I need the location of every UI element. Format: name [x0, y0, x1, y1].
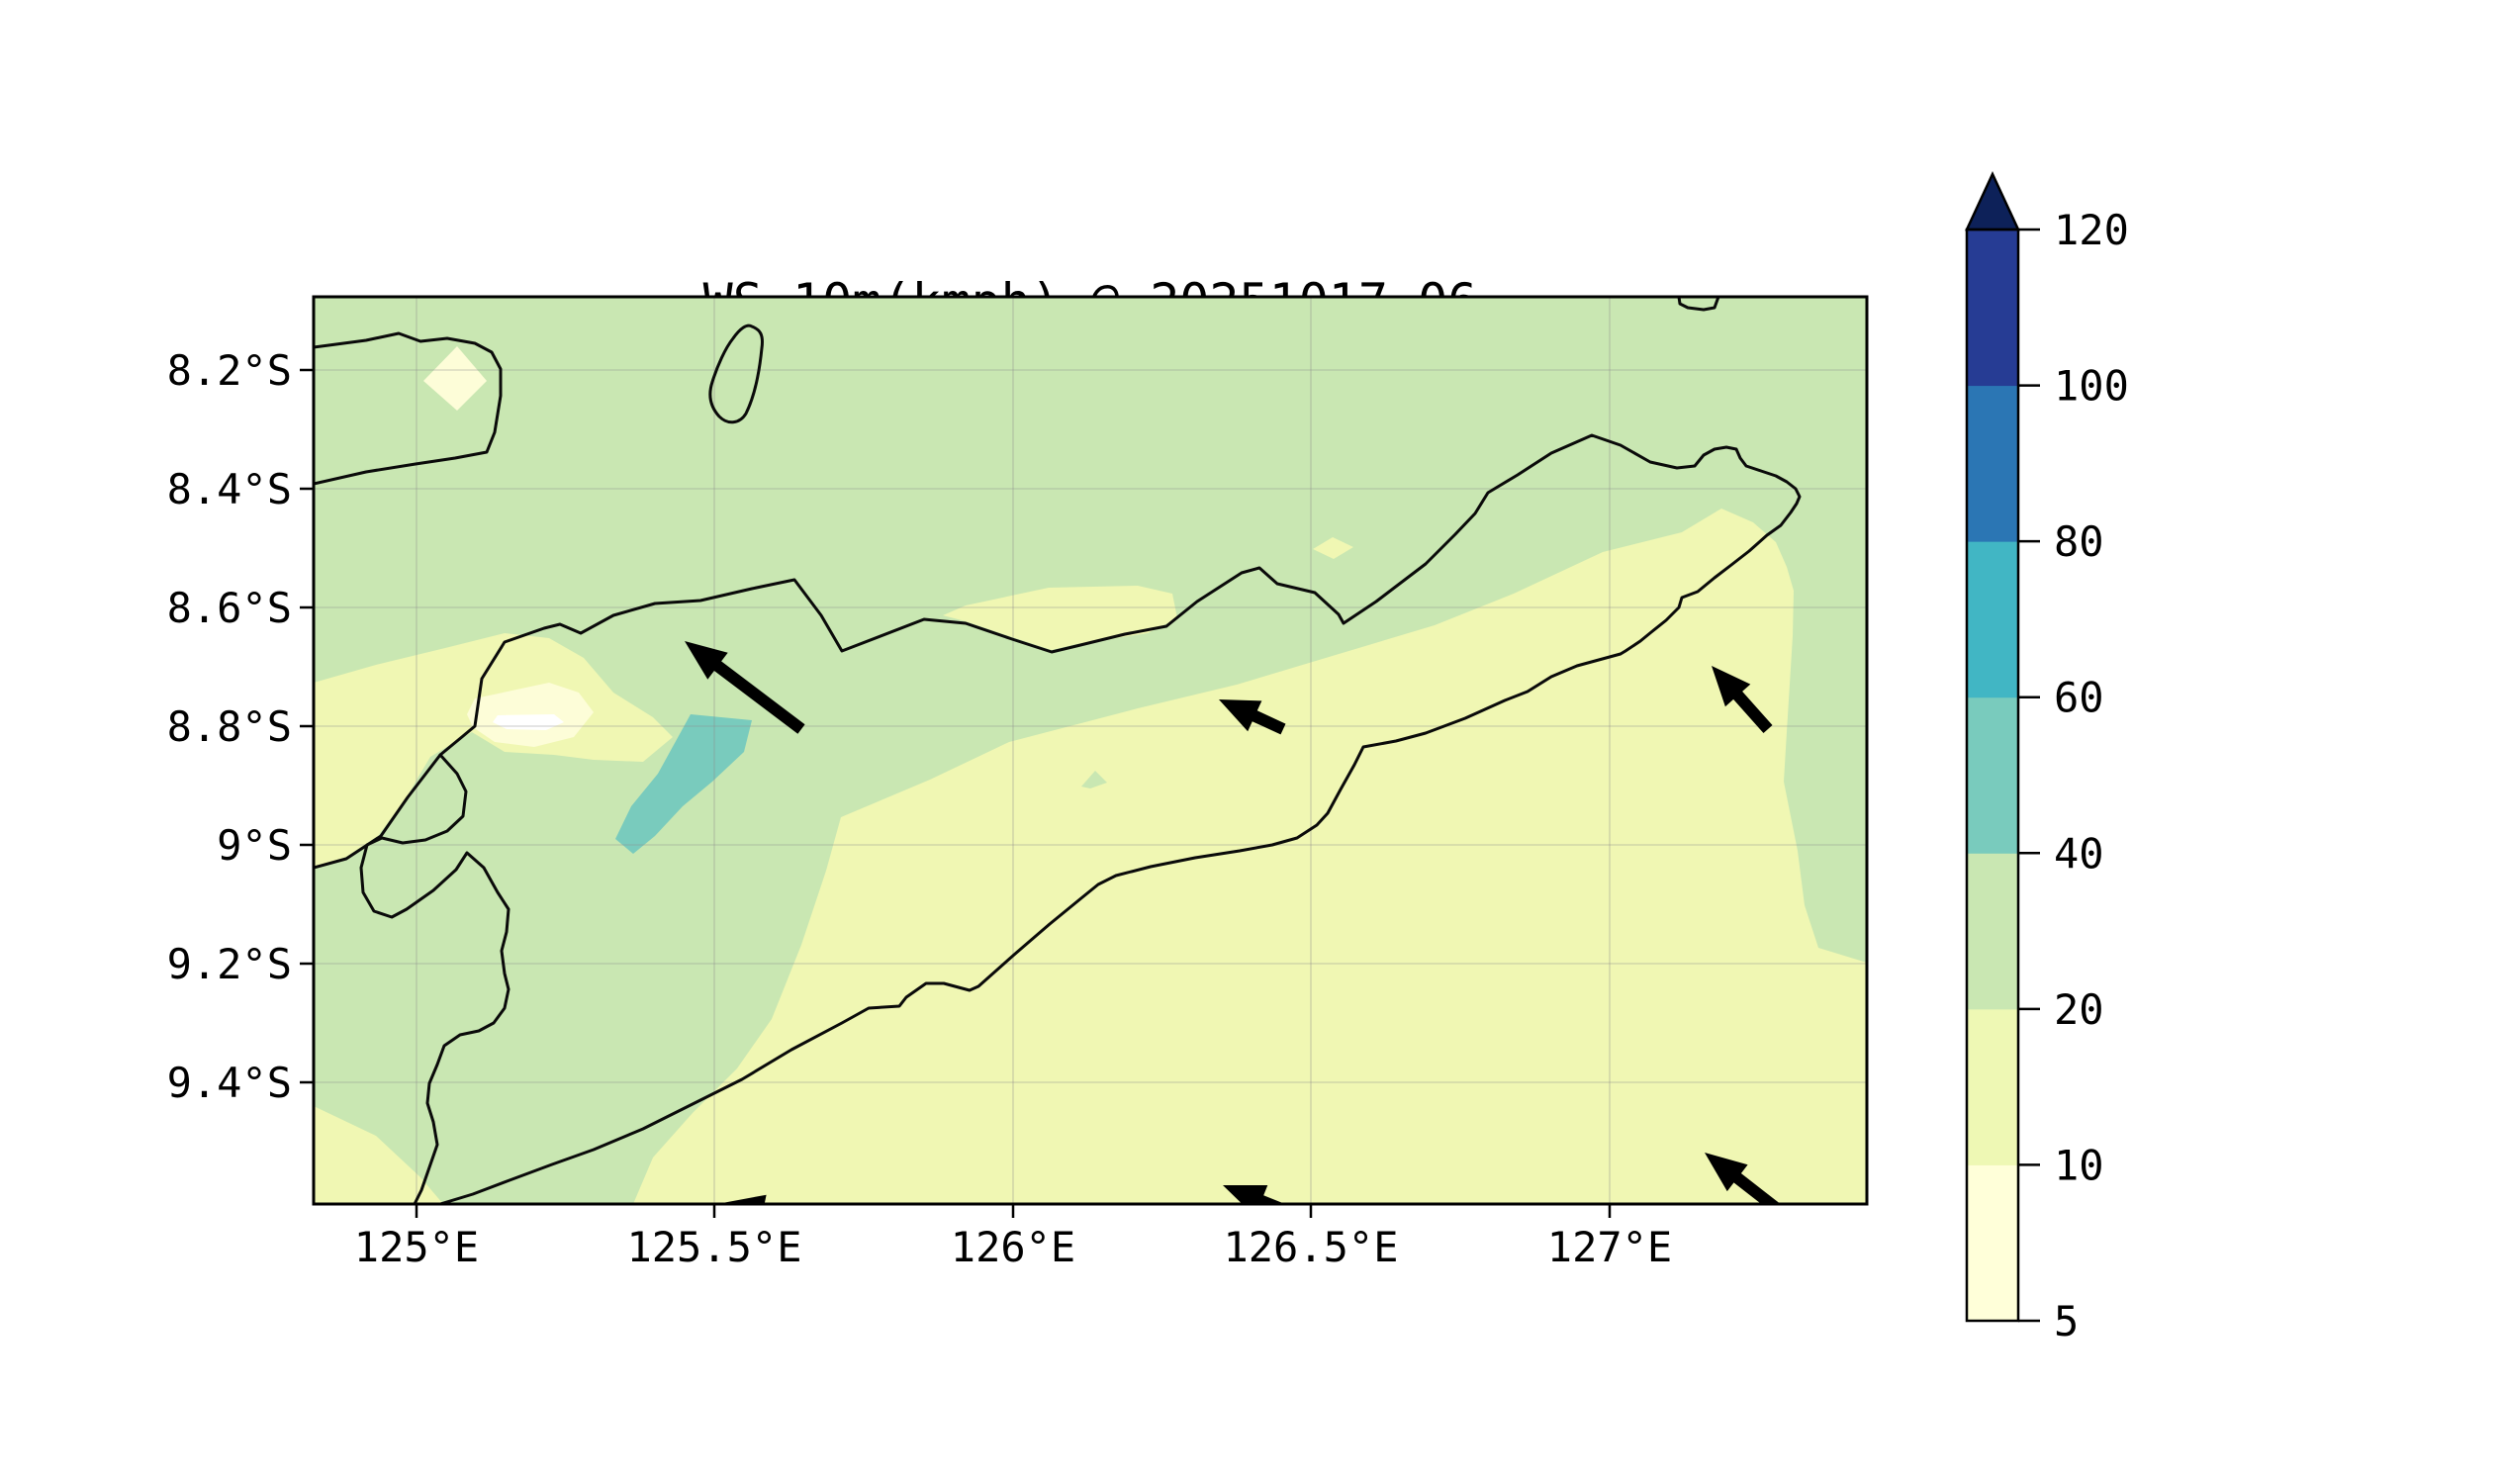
contour-region-yellow-southwest-corner — [314, 1106, 443, 1204]
map-plot — [314, 297, 1867, 1204]
colorbar-tick-label: 20 — [2054, 985, 2104, 1034]
contour-region-white-calm-spot — [493, 714, 564, 730]
colorbar-tick-label: 10 — [2054, 1141, 2104, 1189]
y-tick-label: 8.2°S — [167, 346, 292, 395]
colorbar: 5 10 20 40 60 80 100 120 — [1965, 171, 2129, 1345]
x-tick-label: 126°E — [951, 1223, 1075, 1271]
x-tick-label: 127°E — [1547, 1223, 1672, 1271]
colorbar-tick-label: 120 — [2054, 206, 2129, 254]
map-border — [312, 295, 1869, 1206]
colorbar-segment-10-20 — [1967, 1008, 2018, 1165]
contour-region-teal-40-60-patch — [615, 714, 752, 854]
wind-arrow-quiver-6 — [1705, 1153, 1781, 1204]
contour-region-yellow-southeast — [633, 509, 1867, 1204]
contour-region-green-sliver — [1081, 771, 1107, 788]
x-tick-label: 125°E — [354, 1223, 479, 1271]
x-tick-label: 126.5°E — [1223, 1223, 1398, 1271]
colorbar-tick-label: 80 — [2054, 517, 2104, 566]
colorbar-outline — [1965, 228, 2020, 1323]
coastline-alor — [314, 331, 503, 486]
colorbar-segment-5-10 — [1967, 1164, 2018, 1322]
x-tick-label: 125.5°E — [626, 1223, 801, 1271]
wind-arrow-quiver-5 — [1223, 1185, 1286, 1204]
colorbar-segment-100-120 — [1967, 230, 2018, 387]
coastline-kisar — [1677, 297, 1720, 312]
contour-region-pale-alor-diamond — [423, 346, 487, 411]
y-tick-label: 9.2°S — [167, 940, 292, 988]
wind-arrow-quiver-1 — [685, 641, 805, 734]
coastline-timor-west-loop — [359, 753, 510, 1204]
wind-arrow-quiver-3 — [1712, 666, 1773, 733]
colorbar-over-arrow — [1965, 171, 2020, 232]
colorbar-tick-label: 40 — [2054, 829, 2104, 878]
coastline-timor-main — [314, 433, 1802, 1204]
colorbar-segment-40-60 — [1967, 696, 2018, 854]
y-tick-label: 9.4°S — [167, 1059, 292, 1107]
contour-region-yellow-northwest-pocket — [314, 633, 673, 868]
wind-arrow-quiver-4 — [722, 1194, 767, 1204]
contour-region-yellow-sea-band — [943, 586, 1177, 650]
y-tick-label: 9°S — [217, 821, 292, 870]
colorbar-segment-80-100 — [1967, 385, 2018, 542]
y-tick-label: 8.6°S — [167, 584, 292, 632]
colorbar-tick-label: 100 — [2054, 362, 2129, 411]
colorbar-segment-60-80 — [1967, 541, 2018, 698]
colorbar-tick-label: 5 — [2054, 1297, 2079, 1345]
colorbar-tick-label: 60 — [2054, 674, 2104, 722]
colorbar-segment-20-40 — [1967, 853, 2018, 1010]
coastline-atauro — [708, 324, 764, 424]
contour-region-yellow-small-diamond — [1313, 537, 1353, 559]
y-tick-label: 8.8°S — [167, 702, 292, 751]
y-tick-label: 8.4°S — [167, 465, 292, 513]
wind-arrow-quiver-2 — [1219, 699, 1286, 735]
